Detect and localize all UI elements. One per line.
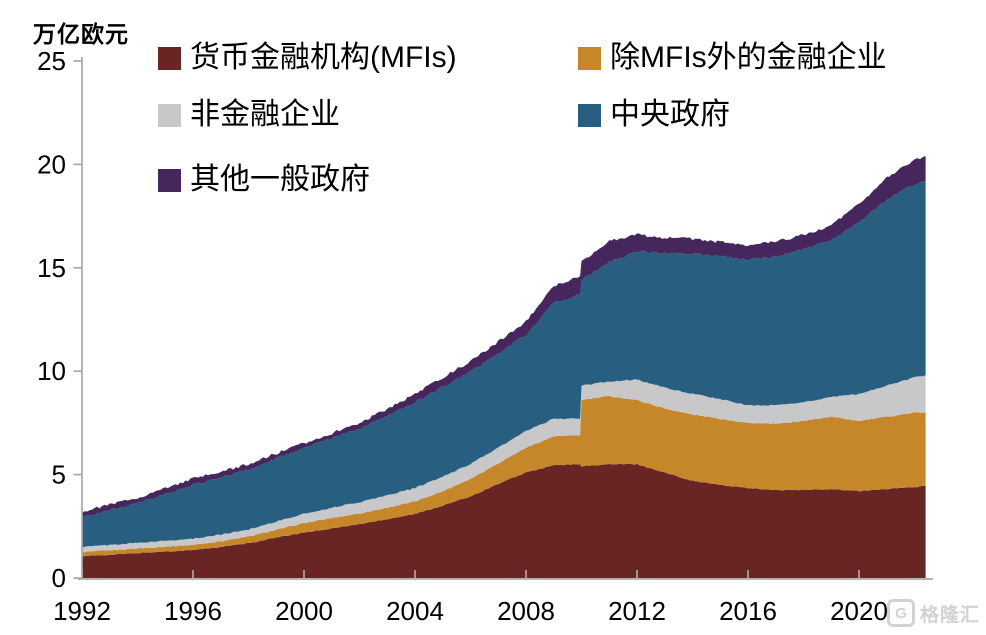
watermark-logo-icon: G (886, 599, 915, 627)
legend-label: 除MFIs外的金融企业 (610, 41, 887, 74)
area-series-4 (82, 180, 926, 548)
legend-swatch-icon (158, 168, 181, 192)
legend-item-4: 中央政府 (578, 100, 730, 130)
x-tick-label: 2004 (386, 596, 444, 626)
legend-label: 中央政府 (610, 98, 730, 131)
x-tick-label: 1992 (53, 596, 111, 626)
y-tick-label: 5 (52, 460, 66, 490)
x-tick-label: 2016 (719, 596, 777, 626)
x-tick-label: 2008 (497, 596, 555, 626)
legend-swatch-icon (578, 46, 601, 70)
legend-item-3: 非金融企业 (158, 100, 340, 130)
area-series-5 (82, 156, 926, 517)
y-tick-label: 20 (37, 149, 66, 179)
x-tick-label: 2012 (608, 596, 666, 626)
x-tick-label: 1996 (164, 596, 222, 626)
legend-label: 非金融企业 (190, 98, 340, 131)
y-tick-label: 0 (52, 563, 66, 593)
x-tick-label: 2020 (830, 596, 888, 626)
area-series-1 (82, 463, 926, 578)
legend-label: 其他一般政府 (190, 163, 370, 196)
y-tick-label: 10 (37, 356, 66, 386)
legend-label: 货币金融机构(MFIs) (190, 41, 457, 74)
legend-swatch-icon (158, 46, 181, 70)
legend-swatch-icon (158, 103, 181, 127)
area-series-2 (82, 395, 926, 557)
y-axis-unit-label: 万亿欧元 (33, 21, 129, 47)
y-tick-label: 15 (37, 253, 66, 283)
legend-item-1: 货币金融机构(MFIs) (158, 43, 457, 73)
y-tick-label: 25 (37, 46, 66, 76)
watermark: G 格隆汇 (886, 599, 980, 627)
watermark-text: 格隆汇 (919, 604, 980, 626)
legend-item-2: 除MFIs外的金融企业 (578, 43, 887, 73)
x-tick-label: 2000 (275, 596, 333, 626)
legend-swatch-icon (578, 103, 601, 127)
legend-item-5: 其他一般政府 (158, 165, 370, 195)
